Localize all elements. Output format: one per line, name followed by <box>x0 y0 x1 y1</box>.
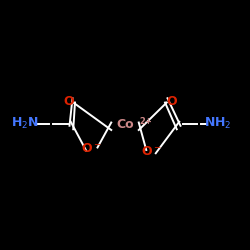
Text: O: O <box>64 95 74 108</box>
Text: 2+: 2+ <box>140 117 153 126</box>
Text: O: O <box>166 95 176 108</box>
Text: O$^-$: O$^-$ <box>141 145 162 158</box>
Text: O$^-$: O$^-$ <box>81 142 102 155</box>
Text: H$_2$N: H$_2$N <box>11 116 39 131</box>
Text: NH$_2$: NH$_2$ <box>204 116 231 131</box>
Text: Co: Co <box>116 118 134 132</box>
